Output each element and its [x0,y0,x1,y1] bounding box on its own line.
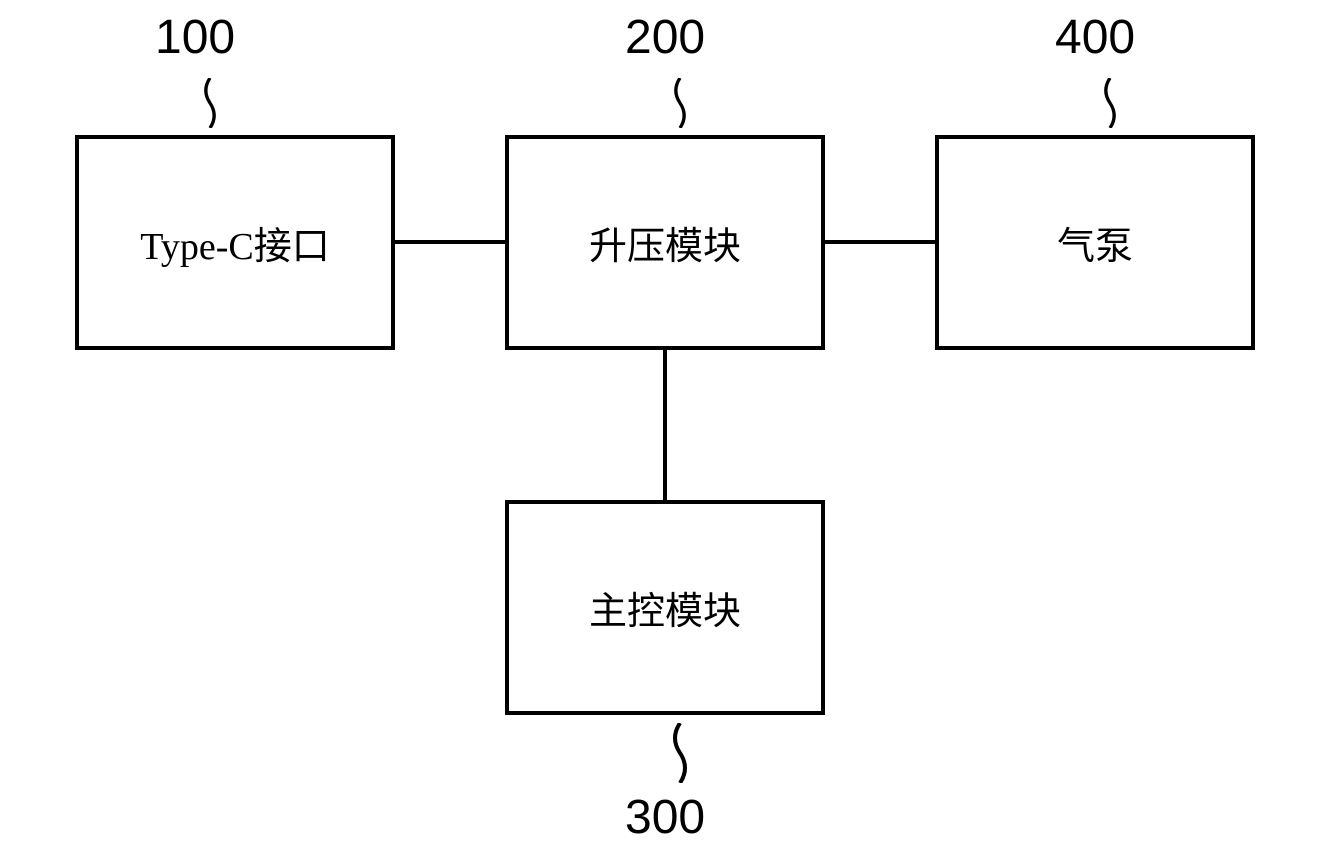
squiggle-400 [1095,78,1125,128]
node-main-control-label: 主控模块 [589,580,741,635]
ref-label-300: 300 [625,790,705,845]
node-boost-label: 升压模块 [589,215,741,270]
ref-label-100: 100 [155,10,235,65]
ref-label-400: 400 [1055,10,1135,65]
ref-label-200: 200 [625,10,705,65]
squiggle-100 [195,78,225,128]
node-boost: 升压模块 [505,135,825,350]
node-pump-label: 气泵 [1057,215,1133,270]
edge-boost-maincontrol [663,350,667,500]
squiggle-200 [665,78,695,128]
squiggle-300 [665,723,695,783]
node-pump: 气泵 [935,135,1255,350]
node-main-control: 主控模块 [505,500,825,715]
edge-typec-boost [395,240,505,244]
edge-boost-pump [825,240,935,244]
node-type-c-label: Type-C接口 [140,215,329,270]
node-type-c: Type-C接口 [75,135,395,350]
